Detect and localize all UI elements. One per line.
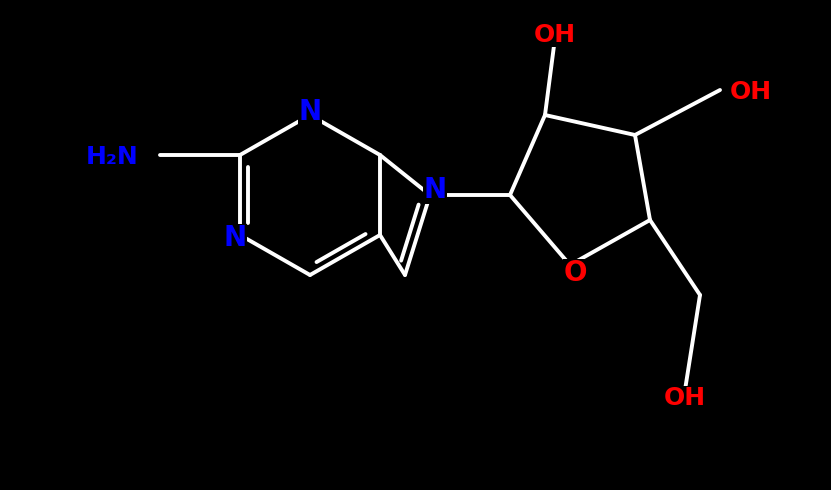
Text: O: O [563,259,587,287]
Text: OH: OH [534,23,576,47]
Text: N: N [424,176,446,204]
Text: N: N [224,224,247,252]
Text: H₂N: H₂N [86,145,138,169]
Text: OH: OH [730,80,772,104]
Text: OH: OH [664,386,706,410]
Text: N: N [298,98,322,126]
